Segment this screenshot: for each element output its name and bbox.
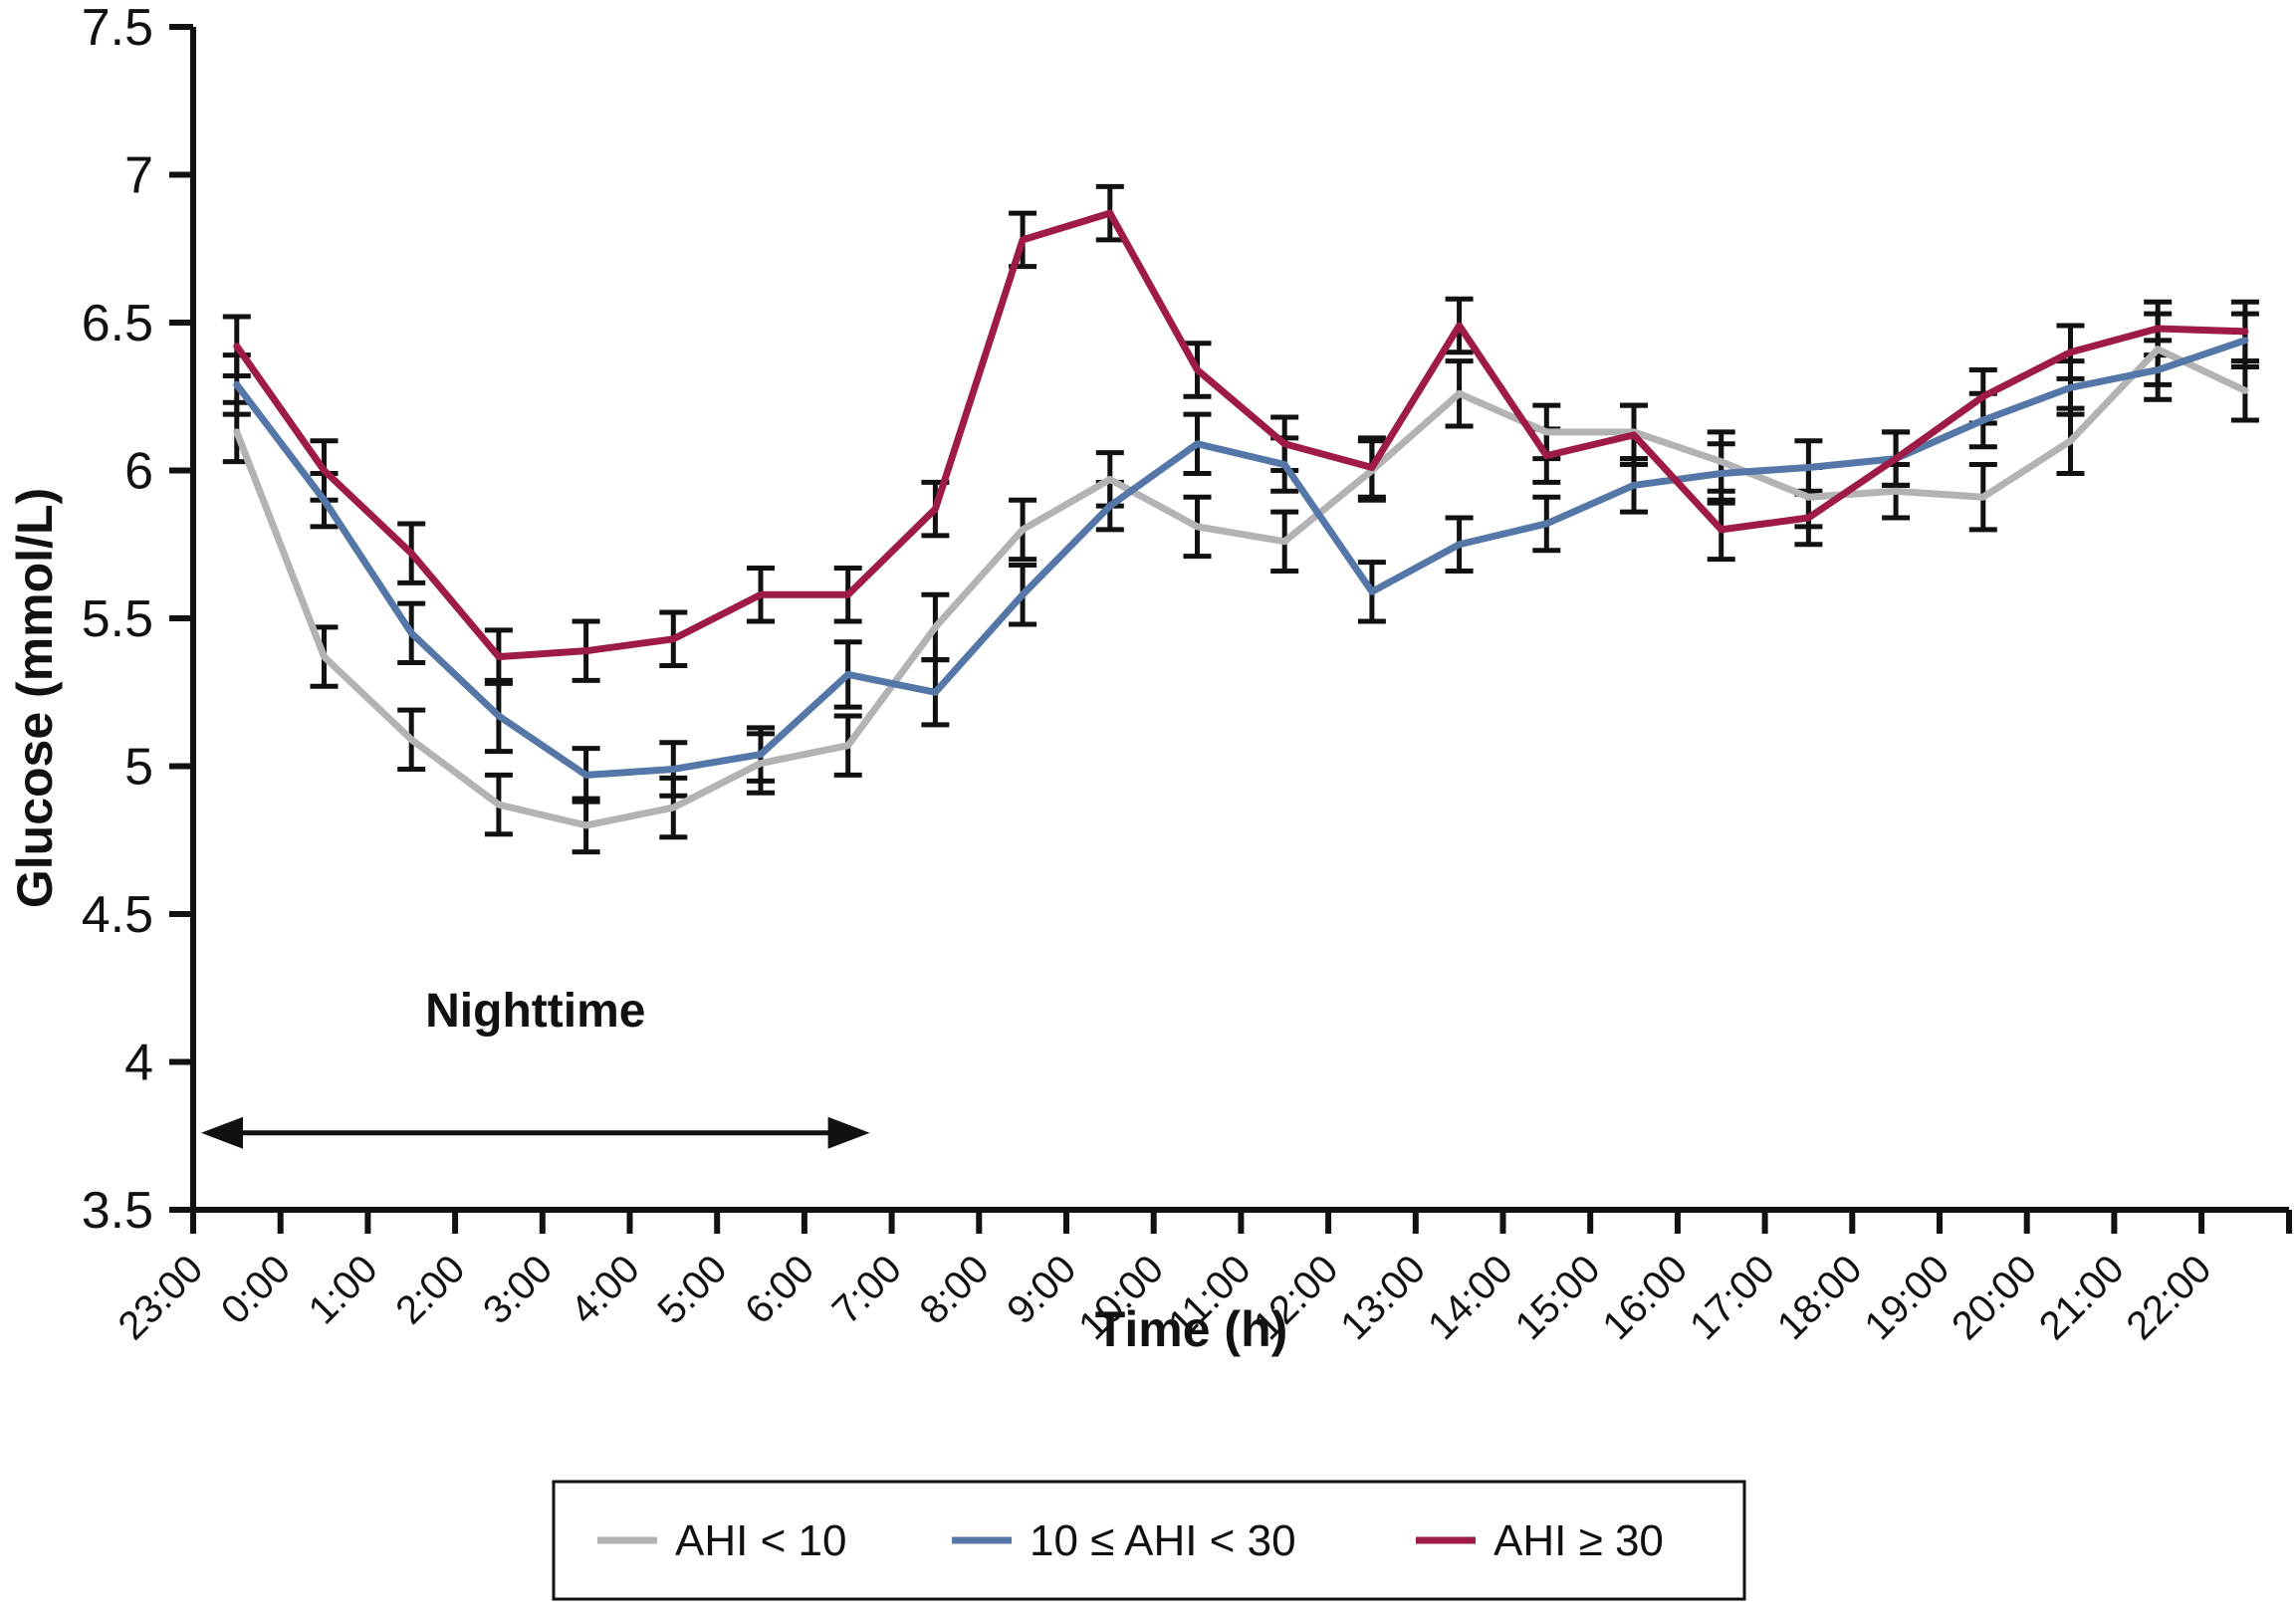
y-axis-title: Glucose (mmol/L) — [7, 488, 63, 908]
x-tick-label: 0:00 — [213, 1247, 299, 1332]
x-tick-label: 17:00 — [1682, 1247, 1783, 1348]
x-tick-label: 3:00 — [475, 1247, 561, 1332]
x-tick-label: 6:00 — [737, 1247, 822, 1332]
x-tick-label: 22:00 — [2119, 1247, 2220, 1348]
x-tick-label: 1:00 — [301, 1247, 386, 1332]
legend-box — [552, 1480, 1746, 1601]
series-line-ahi-ge-30 — [233, 209, 2249, 661]
x-tick-label: 15:00 — [1507, 1247, 1609, 1348]
x-tick-label: 7:00 — [824, 1247, 910, 1332]
x-tick-label: 19:00 — [1856, 1247, 1957, 1348]
legend-label-3: AHI ≥ 30 — [1493, 1516, 1664, 1565]
nighttime-arrow-left-head — [201, 1116, 243, 1149]
y-tick-label: 7 — [124, 147, 153, 205]
x-axis-title: Time (h) — [1095, 1301, 1288, 1357]
x-tick-label: 13:00 — [1332, 1247, 1434, 1348]
y-tick-label: 4.5 — [82, 886, 153, 944]
nighttime-label: Nighttime — [425, 985, 645, 1038]
y-tick-label: 4 — [124, 1035, 153, 1092]
x-tick-label: 18:00 — [1769, 1247, 1871, 1348]
y-tick-label: 7.5 — [82, 0, 153, 57]
x-tick-label: 14:00 — [1420, 1247, 1521, 1348]
x-tick-label: 4:00 — [563, 1247, 648, 1332]
x-tick-label: 20:00 — [1944, 1247, 2045, 1348]
series-line-ahi-lt-10 — [233, 346, 2249, 829]
y-tick-label: 5.5 — [82, 590, 153, 648]
y-tick-label: 3.5 — [82, 1182, 153, 1240]
x-tick-label: 2:00 — [387, 1247, 473, 1332]
x-tick-label: 21:00 — [2031, 1247, 2133, 1348]
x-tick-label: 5:00 — [649, 1247, 735, 1332]
y-tick-label: 6 — [124, 443, 153, 501]
legend-label-2: 10 ≤ AHI < 30 — [1030, 1516, 1296, 1565]
legend-label-1: AHI < 10 — [675, 1516, 846, 1565]
y-tick-label: 5 — [124, 739, 153, 797]
x-tick-label: 8:00 — [911, 1247, 997, 1332]
x-tick-label: 16:00 — [1594, 1247, 1696, 1348]
nighttime-arrow-right-head — [827, 1116, 870, 1149]
y-tick-label: 6.5 — [82, 295, 153, 352]
x-tick-label: 23:00 — [110, 1247, 211, 1348]
